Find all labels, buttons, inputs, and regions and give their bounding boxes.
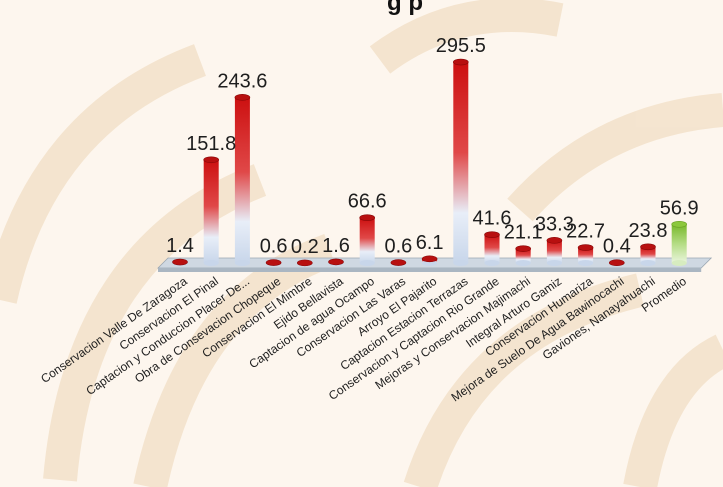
bar — [172, 258, 188, 266]
bar-base — [515, 260, 531, 266]
value-label: 0.4 — [603, 236, 631, 258]
bar — [203, 156, 219, 266]
bar-base — [640, 260, 656, 266]
bar-base — [234, 260, 250, 266]
value-label: 295.5 — [436, 35, 486, 57]
bars-group — [172, 58, 688, 267]
bar — [671, 221, 688, 266]
value-label: 6.1 — [416, 232, 444, 254]
bar-cap — [608, 259, 625, 267]
bar-base — [453, 260, 469, 266]
bar-cap — [640, 243, 656, 251]
category-labels-group: Conservacion Valle De ZaragozaConservaci… — [38, 274, 689, 405]
value-label: 66.6 — [348, 191, 387, 213]
bar — [421, 255, 438, 266]
bar-body — [640, 246, 656, 263]
bar — [359, 214, 376, 266]
bar-base — [546, 260, 562, 266]
bar-cap — [390, 259, 407, 266]
bar-cap — [172, 258, 188, 266]
bar — [546, 237, 563, 266]
value-label: 1.4 — [166, 235, 194, 257]
bar-body — [359, 217, 375, 263]
bar — [515, 245, 532, 266]
value-label: 151.8 — [186, 133, 236, 155]
bar-cap — [203, 156, 219, 164]
value-label: 243.6 — [217, 70, 267, 92]
bar-body — [515, 248, 531, 263]
value-label: 33.3 — [535, 213, 574, 235]
bar-cap — [671, 221, 688, 228]
value-label: 1.6 — [322, 235, 350, 257]
bar — [484, 231, 500, 266]
bar — [234, 94, 251, 266]
bar — [640, 243, 656, 266]
bar-cap — [577, 244, 594, 251]
bar-body — [484, 234, 500, 263]
bar-cap — [515, 245, 532, 252]
bar — [452, 58, 469, 266]
bar-cap — [484, 231, 500, 239]
watermark-arc-6 — [369, 0, 564, 74]
chart-title-fragment: g p — [387, 0, 423, 16]
bar — [577, 244, 594, 266]
value-label: 0.6 — [384, 236, 412, 258]
watermark-arc-3 — [0, 44, 207, 304]
bar-cap — [359, 214, 376, 222]
value-label: 0.6 — [260, 236, 288, 258]
value-label: 22.7 — [566, 221, 605, 243]
floor-front — [158, 268, 702, 272]
bar-body — [546, 240, 562, 263]
bar-body — [453, 62, 469, 264]
watermark-arc-7 — [623, 334, 723, 487]
value-label: 23.8 — [629, 220, 668, 242]
bar-body — [203, 159, 219, 263]
bar-cap — [234, 94, 251, 101]
value-label: 21.1 — [504, 222, 543, 244]
watermark-arc-4 — [403, 273, 644, 487]
bar — [328, 258, 344, 266]
bar-cap — [452, 58, 469, 66]
value-label: 41.6 — [473, 208, 512, 230]
bar-base — [671, 260, 687, 266]
bar — [608, 259, 625, 267]
watermark-arc-5 — [507, 93, 723, 222]
bar-cap — [265, 259, 282, 266]
bar-cap — [296, 259, 313, 267]
bar-body — [578, 247, 594, 263]
value-label: 0.2 — [291, 236, 319, 258]
bar-base — [578, 260, 594, 266]
bar-body — [671, 224, 687, 263]
bar-base — [484, 260, 500, 266]
bar-base — [359, 260, 375, 266]
bar-cap — [546, 237, 563, 244]
bar-body — [234, 97, 250, 264]
bar-base — [203, 260, 219, 266]
bar — [390, 259, 407, 266]
bar — [265, 259, 282, 266]
bar-cap — [421, 255, 438, 263]
bar — [296, 259, 313, 267]
value-label: 56.9 — [660, 197, 699, 219]
bar-cap — [328, 258, 344, 266]
